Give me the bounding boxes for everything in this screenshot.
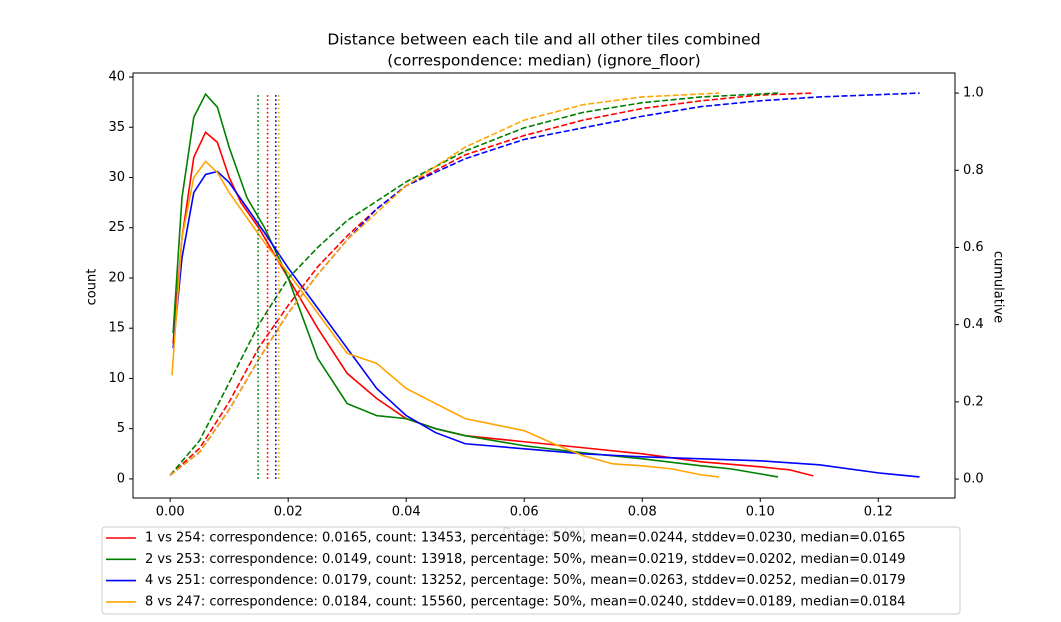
density-line <box>172 170 920 478</box>
y2-tick-label: 0.0 <box>963 472 984 487</box>
y-axis-label: count <box>85 269 100 306</box>
y-tick-label: 10 <box>108 371 125 386</box>
y-tick-label: 5 <box>117 421 125 436</box>
x-tick-label: 0.12 <box>864 505 893 520</box>
y2-tick-label: 0.8 <box>963 163 984 178</box>
legend-label: 8 vs 247: correspondence: 0.0184, count:… <box>145 594 906 609</box>
x-tick-label: 0.06 <box>510 505 539 520</box>
chart-subtitle: (correspondence: median) (ignore_floor) <box>387 52 700 71</box>
x-tick-label: 0.04 <box>392 505 421 520</box>
cumulative-line <box>169 92 720 476</box>
y-tick-label: 35 <box>108 120 125 135</box>
legend-box <box>101 526 961 615</box>
x-tick-label: 0.02 <box>274 505 303 520</box>
density-line <box>171 160 720 478</box>
cumulative-line <box>169 92 779 476</box>
legend-label: 2 vs 253: correspondence: 0.0149, count:… <box>145 552 906 567</box>
density-line <box>172 130 814 477</box>
y-tick-label: 30 <box>108 170 125 185</box>
x-tick-label: 0.10 <box>746 505 775 520</box>
y-tick-label: 15 <box>108 321 125 336</box>
x-tick-label: 0.08 <box>628 505 657 520</box>
legend: 1 vs 254: correspondence: 0.0165, count:… <box>101 526 961 615</box>
density-line <box>172 92 779 478</box>
y2-tick-label: 0.6 <box>963 240 984 255</box>
x-tick-label: 0.00 <box>156 505 185 520</box>
y2-tick-label: 1.0 <box>963 86 984 101</box>
legend-label: 4 vs 251: correspondence: 0.0179, count:… <box>145 573 906 588</box>
y2-axis-label: cumulative <box>991 251 1006 323</box>
chart-title: Distance between each tile and all other… <box>327 31 760 49</box>
plot-area <box>169 92 920 479</box>
y-tick-label: 25 <box>108 220 125 235</box>
plot-frame <box>132 72 956 499</box>
y2-tick-label: 0.4 <box>963 317 984 332</box>
y-tick-label: 0 <box>117 471 125 486</box>
y-tick-label: 20 <box>108 270 125 285</box>
y-tick-label: 40 <box>108 70 125 85</box>
legend-label: 1 vs 254: correspondence: 0.0165, count:… <box>145 531 906 546</box>
y2-tick-label: 0.2 <box>963 394 984 409</box>
